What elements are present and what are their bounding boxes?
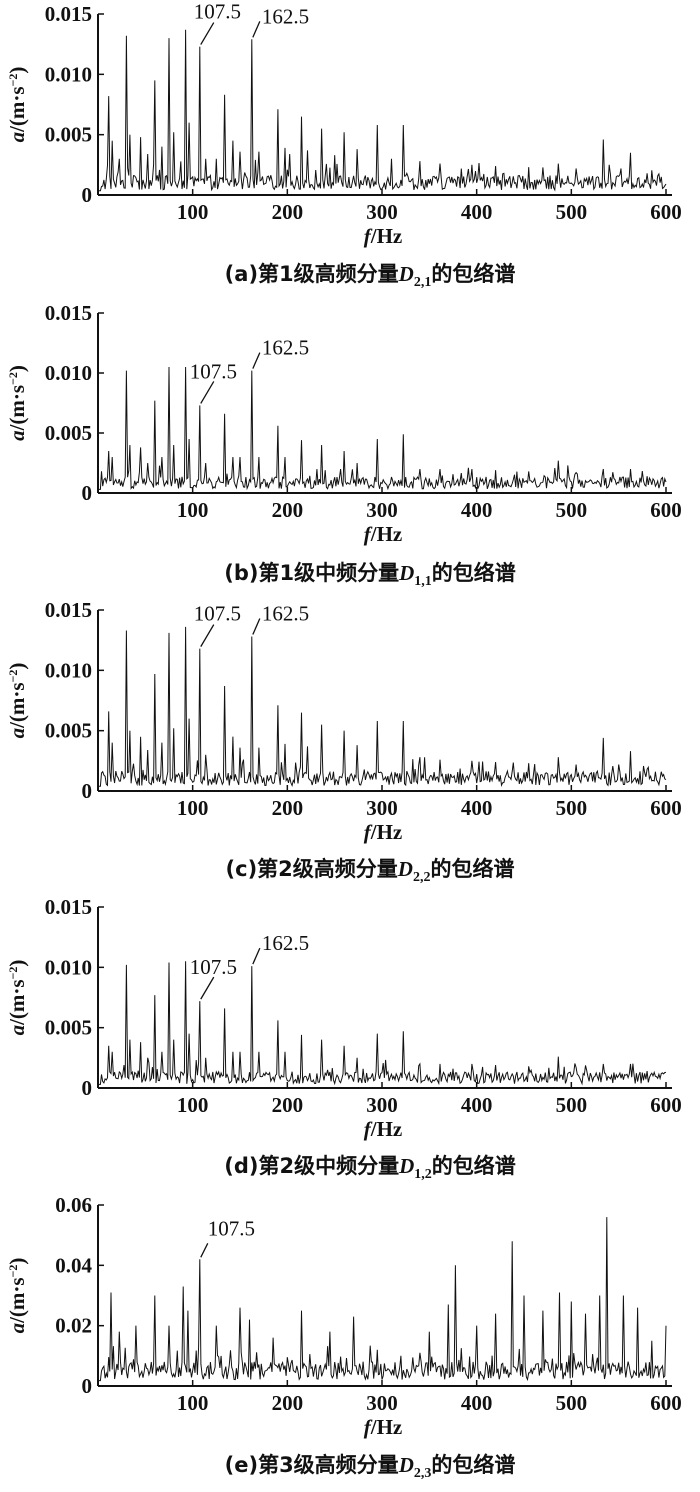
x-tick-label: 300	[366, 1093, 398, 1117]
x-axis-title: f/Hz	[364, 224, 403, 248]
annotation-leader	[252, 618, 261, 635]
y-tick-label: 0.010	[45, 955, 92, 979]
x-tick-label: 500	[556, 498, 588, 522]
peak-annotation-label: 162.5	[262, 931, 309, 955]
spectrum-line	[98, 29, 667, 192]
y-tick-label: 0.010	[45, 361, 92, 385]
panel-caption: (c)第2级高频分量D2,2的包络谱	[226, 857, 515, 885]
x-tick-label: 200	[272, 200, 304, 224]
y-tick-label: 0.04	[55, 1253, 92, 1277]
spectrum-line	[98, 366, 667, 491]
spectrum-line	[98, 961, 667, 1086]
x-tick-label: 500	[556, 1391, 588, 1415]
y-tick-label: 0.005	[45, 123, 92, 147]
y-tick-label: 0.005	[45, 421, 92, 445]
x-tick-label: 600	[650, 796, 682, 820]
x-tick-label: 300	[366, 200, 398, 224]
spectrum-line	[98, 1217, 667, 1382]
chart-panel-c: 100 200 300 400 500 600 0 0.005 0.010 0.015 f/Hz a/…	[5, 598, 682, 885]
x-tick-label: 100	[177, 1391, 209, 1415]
panel-caption: (d)第2级中频分量D1,2的包络谱	[224, 1154, 516, 1182]
x-axis-title: f/Hz	[364, 820, 403, 844]
annotation-leader	[200, 1243, 209, 1258]
peak-annotation-label: 107.5	[190, 359, 237, 383]
x-tick-label: 200	[272, 796, 304, 820]
x-tick-label: 400	[461, 498, 493, 522]
peak-annotation-label: 107.5	[194, 0, 241, 24]
annotation-leader	[200, 976, 215, 1000]
annotation-leader	[252, 21, 261, 38]
x-tick-label: 300	[366, 498, 398, 522]
y-axis-title: a/(m·s−2)	[5, 663, 29, 739]
chart-panel-a: 100 200 300 400 500 600 0 0.005 0.010 0.015 f/Hz a/…	[5, 0, 682, 290]
x-tick-label: 100	[177, 1093, 209, 1117]
x-axis-title: f/Hz	[364, 522, 403, 546]
x-tick-label: 400	[461, 200, 493, 224]
peak-annotation-label: 162.5	[262, 4, 309, 28]
y-tick-label: 0	[82, 481, 93, 505]
panel-caption: (b)第1级中频分量D1,1的包络谱	[224, 561, 516, 589]
annotation-leader	[200, 381, 215, 404]
y-tick-label: 0.06	[55, 1193, 92, 1217]
x-tick-label: 600	[650, 1093, 682, 1117]
annotation-leader	[252, 352, 261, 369]
y-tick-label: 0.015	[45, 2, 92, 26]
x-tick-label: 500	[556, 1093, 588, 1117]
x-tick-label: 100	[177, 200, 209, 224]
x-tick-label: 500	[556, 796, 588, 820]
peak-annotation-label: 107.5	[190, 955, 237, 979]
peak-annotation-label: 162.5	[262, 602, 309, 626]
peak-annotation-label: 162.5	[262, 336, 309, 360]
chart-panel-e: 100 200 300 400 500 600 0 0.02 0.04 0.06 f/Hz a/(m·…	[5, 1193, 682, 1481]
chart-panel-d: 100 200 300 400 500 600 0 0.005 0.010 0.015 f/Hz a/…	[5, 895, 682, 1182]
chart-panel-b: 100 200 300 400 500 600 0 0.005 0.010 0.015 f/Hz a/…	[5, 301, 682, 589]
y-tick-label: 0	[82, 1076, 93, 1100]
y-tick-label: 0.015	[45, 598, 92, 622]
x-axis-title: f/Hz	[364, 1415, 403, 1439]
x-axis-title: f/Hz	[364, 1117, 403, 1141]
y-axis-title: a/(m·s−2)	[5, 960, 29, 1036]
x-tick-label: 200	[272, 1391, 304, 1415]
y-axis-title: a/(m·s−2)	[5, 365, 29, 441]
x-tick-label: 400	[461, 1093, 493, 1117]
x-tick-label: 100	[177, 796, 209, 820]
spectrum-line	[98, 626, 667, 788]
panel-caption: (a)第1级高频分量D2,1的包络谱	[225, 262, 516, 290]
x-tick-label: 300	[366, 796, 398, 820]
peak-annotation-label: 107.5	[208, 1216, 255, 1240]
y-tick-label: 0.010	[45, 658, 92, 682]
annotation-leader	[200, 624, 215, 647]
x-tick-label: 400	[461, 1391, 493, 1415]
y-tick-label: 0.015	[45, 895, 92, 919]
annotation-leader	[252, 947, 261, 965]
x-tick-label: 300	[366, 1391, 398, 1415]
x-tick-label: 200	[272, 498, 304, 522]
y-tick-label: 0	[82, 183, 93, 207]
x-tick-label: 600	[650, 1391, 682, 1415]
x-tick-label: 400	[461, 796, 493, 820]
y-tick-label: 0	[82, 779, 93, 803]
x-tick-label: 600	[650, 498, 682, 522]
y-tick-label: 0.005	[45, 1016, 92, 1040]
x-tick-label: 100	[177, 498, 209, 522]
x-tick-label: 600	[650, 200, 682, 224]
panel-caption: (e)第3级高频分量D2,3的包络谱	[225, 1453, 516, 1481]
annotation-leader	[200, 22, 215, 45]
y-axis-title: a/(m·s−2)	[5, 67, 29, 143]
y-tick-label: 0.015	[45, 301, 92, 325]
y-tick-label: 0	[82, 1374, 93, 1398]
peak-annotation-label: 107.5	[194, 602, 241, 626]
x-tick-label: 500	[556, 200, 588, 224]
y-tick-label: 0.02	[55, 1314, 92, 1338]
y-tick-label: 0.005	[45, 719, 92, 743]
x-tick-label: 200	[272, 1093, 304, 1117]
y-tick-label: 0.010	[45, 62, 92, 86]
y-axis-title: a/(m·s−2)	[5, 1258, 29, 1334]
